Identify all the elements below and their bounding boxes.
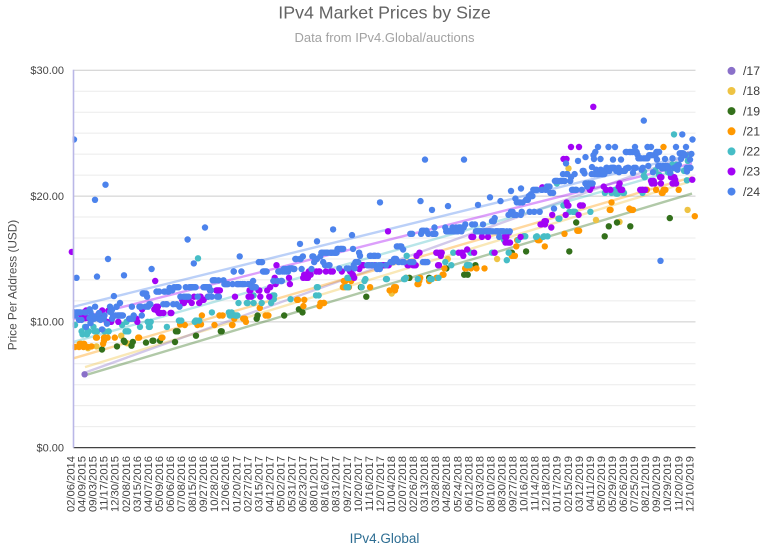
svg-text:07/03/2018: 07/03/2018 (474, 456, 486, 512)
svg-text:Price Per Address (USD): Price Per Address (USD) (6, 220, 20, 351)
svg-text:04/28/2018: 04/28/2018 (441, 456, 453, 512)
svg-text:IPv4.Global: IPv4.Global (350, 531, 420, 546)
svg-text:02/15/2019: 02/15/2019 (563, 456, 575, 512)
svg-text:02/06/2014: 02/06/2014 (66, 456, 78, 512)
svg-text:04/12/2017: 04/12/2017 (264, 456, 276, 512)
svg-text:08/31/2017: 08/31/2017 (331, 456, 343, 512)
svg-text:03/15/2017: 03/15/2017 (253, 456, 265, 512)
svg-text:08/21/2019: 08/21/2019 (640, 456, 652, 512)
svg-text:04/11/2019: 04/11/2019 (585, 456, 597, 511)
svg-text:10/16/2018: 10/16/2018 (519, 456, 531, 512)
svg-text:03/13/2018: 03/13/2018 (419, 456, 431, 512)
svg-text:/19: /19 (743, 104, 760, 118)
svg-text:$30.00: $30.00 (30, 65, 64, 77)
svg-text:11/14/2018: 11/14/2018 (530, 456, 542, 511)
svg-text:03/12/2019: 03/12/2019 (574, 456, 586, 512)
svg-text:02/07/2018: 02/07/2018 (397, 456, 409, 512)
svg-text:05/02/2019: 05/02/2019 (596, 456, 608, 512)
svg-text:12/18/2018: 12/18/2018 (541, 456, 553, 512)
svg-text:08/30/2018: 08/30/2018 (496, 456, 508, 512)
svg-text:$20.00: $20.00 (30, 191, 64, 203)
svg-text:$0.00: $0.00 (36, 443, 64, 455)
svg-text:/18: /18 (743, 84, 760, 98)
svg-text:04/07/2016: 04/07/2016 (143, 456, 155, 512)
svg-text:08/16/2017: 08/16/2017 (320, 456, 332, 512)
svg-text:06/06/2016: 06/06/2016 (165, 456, 177, 512)
svg-text:IPv4 Market Prices by Size: IPv4 Market Prices by Size (278, 2, 491, 22)
svg-text:07/25/2019: 07/25/2019 (629, 456, 641, 512)
svg-text:$10.00: $10.00 (30, 317, 64, 329)
svg-text:06/12/2018: 06/12/2018 (463, 456, 475, 512)
svg-text:/23: /23 (743, 165, 760, 179)
svg-text:11/17/2015: 11/17/2015 (99, 456, 111, 511)
svg-text:10/29/2019: 10/29/2019 (662, 456, 674, 512)
svg-text:01/17/2019: 01/17/2019 (552, 456, 564, 512)
svg-text:08/15/2016: 08/15/2016 (187, 456, 199, 512)
svg-text:/24: /24 (743, 185, 760, 199)
svg-text:07/08/2016: 07/08/2016 (176, 456, 188, 512)
svg-text:/21: /21 (743, 125, 760, 139)
svg-text:/22: /22 (743, 145, 760, 159)
svg-text:02/08/2016: 02/08/2016 (121, 456, 133, 512)
svg-text:09/20/2019: 09/20/2019 (651, 456, 663, 512)
svg-text:02/27/2017: 02/27/2017 (242, 456, 254, 512)
svg-text:12/10/2019: 12/10/2019 (684, 456, 696, 512)
svg-text:09/03/2015: 09/03/2015 (88, 456, 100, 512)
svg-text:08/10/2018: 08/10/2018 (485, 456, 497, 512)
svg-text:12/06/2016: 12/06/2016 (220, 456, 232, 512)
svg-text:05/09/2016: 05/09/2016 (154, 456, 166, 512)
svg-text:05/31/2017: 05/31/2017 (287, 456, 299, 512)
svg-text:02/26/2018: 02/26/2018 (408, 456, 420, 512)
svg-text:12/07/2017: 12/07/2017 (375, 456, 387, 512)
svg-text:10/28/2016: 10/28/2016 (209, 456, 221, 512)
svg-text:11/16/2017: 11/16/2017 (364, 456, 376, 511)
svg-text:09/27/2018: 09/27/2018 (508, 456, 520, 512)
svg-text:09/27/2017: 09/27/2017 (342, 456, 354, 512)
svg-text:05/29/2019: 05/29/2019 (607, 456, 619, 512)
svg-text:03/15/2016: 03/15/2016 (132, 456, 144, 512)
svg-text:11/20/2019: 11/20/2019 (673, 456, 685, 511)
svg-text:03/28/2018: 03/28/2018 (430, 456, 442, 512)
svg-text:05/24/2018: 05/24/2018 (452, 456, 464, 512)
svg-text:06/26/2019: 06/26/2019 (618, 456, 630, 512)
svg-text:01/20/2017: 01/20/2017 (231, 456, 243, 512)
svg-text:08/01/2017: 08/01/2017 (309, 456, 321, 512)
svg-text:12/30/2015: 12/30/2015 (110, 456, 122, 512)
svg-text:01/04/2018: 01/04/2018 (386, 456, 398, 512)
svg-text:Data from IPv4.Global/auctions: Data from IPv4.Global/auctions (295, 30, 475, 45)
svg-text:09/27/2016: 09/27/2016 (198, 456, 210, 512)
svg-text:05/02/2017: 05/02/2017 (275, 456, 287, 512)
svg-text:/17: /17 (743, 64, 760, 78)
svg-text:04/09/2015: 04/09/2015 (77, 456, 89, 512)
svg-text:06/23/2017: 06/23/2017 (298, 456, 310, 512)
svg-text:10/20/2017: 10/20/2017 (353, 456, 365, 512)
